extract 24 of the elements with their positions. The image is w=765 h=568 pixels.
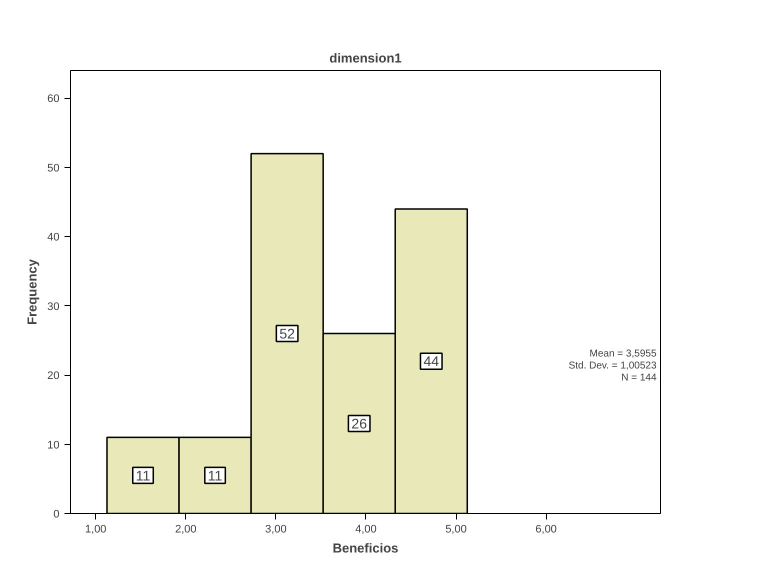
x-tick-label: 2,00	[175, 524, 197, 536]
y-tick-label: 10	[47, 439, 60, 452]
data-label: 11	[136, 467, 150, 484]
y-tick-label: 20	[47, 370, 60, 382]
y-tick-label: 40	[47, 232, 60, 244]
x-tick-label: 6,00	[535, 524, 557, 536]
annotation: Std. Dev. = 1,00523	[568, 360, 657, 372]
y-axis-title: Frequency	[24, 258, 40, 325]
y-tick-label: 50	[47, 162, 60, 174]
data-label: 52	[279, 326, 296, 342]
annotation: N = 144	[621, 372, 657, 384]
data-label: 11	[208, 467, 223, 484]
x-axis-title: Beneficios	[332, 540, 398, 556]
chart-title: dimension1	[329, 50, 402, 66]
y-tick-label: 30	[47, 300, 60, 313]
y-tick-label: 60	[47, 93, 60, 106]
x-tick-label: 4,00	[355, 524, 377, 536]
x-tick-label: 1,00	[85, 524, 106, 536]
y-tick-label: 0	[53, 508, 60, 520]
annotation: Mean = 3,5955	[590, 348, 657, 360]
data-label: 44	[423, 353, 440, 370]
data-label: 26	[351, 416, 368, 432]
x-tick-label: 5,00	[445, 524, 467, 536]
x-tick-label: 3,00	[265, 524, 287, 536]
